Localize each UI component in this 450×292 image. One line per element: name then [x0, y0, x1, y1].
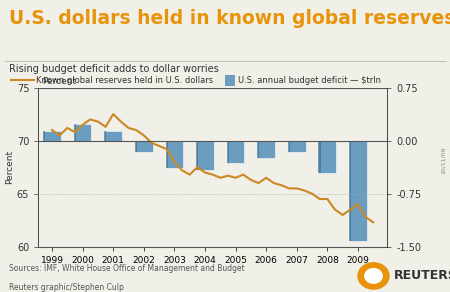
- Bar: [288, 141, 306, 152]
- Bar: [196, 141, 214, 170]
- Bar: [349, 141, 351, 241]
- Bar: [227, 141, 244, 163]
- Bar: [166, 141, 183, 168]
- Bar: [104, 131, 107, 141]
- Bar: [74, 124, 76, 141]
- Bar: [227, 141, 229, 163]
- Text: Percent: Percent: [42, 77, 76, 86]
- Text: REUTERS: REUTERS: [394, 270, 450, 282]
- Bar: [135, 141, 137, 152]
- Text: Rising budget deficit adds to dollar worries: Rising budget deficit adds to dollar wor…: [9, 64, 219, 74]
- Bar: [257, 141, 259, 158]
- Bar: [319, 141, 320, 173]
- Bar: [349, 141, 367, 241]
- Text: Reuters graphic/Stephen Culp: Reuters graphic/Stephen Culp: [9, 283, 124, 292]
- Text: Known global reserves held in U.S. dollars: Known global reserves held in U.S. dolla…: [36, 76, 213, 85]
- Text: U.S. annual budget deficit — $trln: U.S. annual budget deficit — $trln: [238, 76, 381, 85]
- Bar: [196, 141, 198, 170]
- Bar: [43, 131, 61, 141]
- Y-axis label: Percent: Percent: [5, 150, 14, 184]
- Bar: [319, 141, 336, 173]
- Text: Sources: IMF, White House Office of Management and Budget: Sources: IMF, White House Office of Mana…: [9, 264, 245, 273]
- Text: 10/11/09: 10/11/09: [441, 147, 446, 174]
- Bar: [74, 124, 91, 141]
- Bar: [104, 131, 122, 141]
- Bar: [257, 141, 275, 158]
- Bar: [166, 141, 168, 168]
- Text: U.S. dollars held in known global reserves: U.S. dollars held in known global reserv…: [9, 9, 450, 28]
- Bar: [288, 141, 290, 152]
- Bar: [135, 141, 153, 152]
- Bar: [43, 131, 45, 141]
